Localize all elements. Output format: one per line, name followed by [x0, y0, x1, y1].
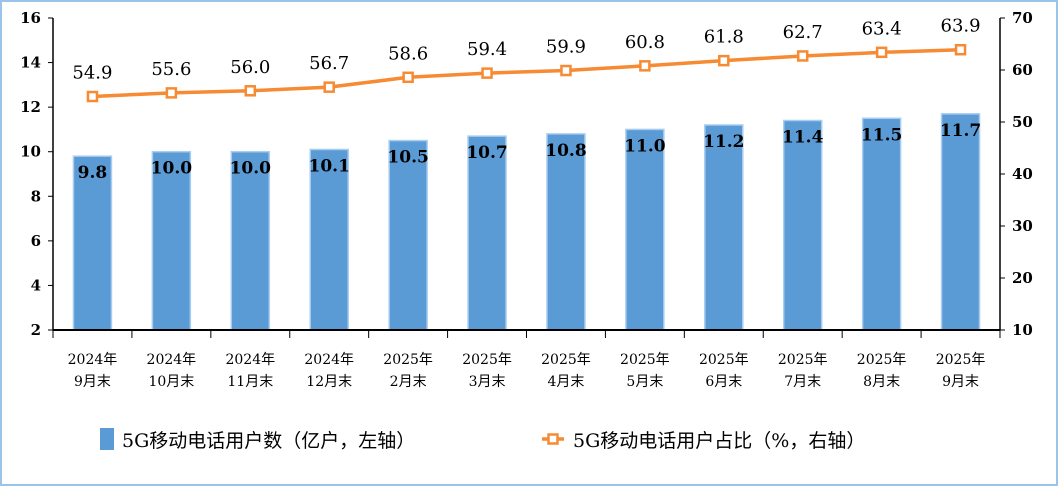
- bar: [782, 119, 823, 331]
- right-tick-label: 20: [1012, 269, 1033, 287]
- bar-data-label: 11.7: [940, 121, 981, 141]
- line-data-label: 62.7: [783, 22, 823, 43]
- line-data-label: 56.7: [309, 53, 349, 74]
- left-tick-label: 16: [20, 9, 41, 27]
- legend-bar-label: 5G移动电话用户数（亿户，左轴）: [122, 430, 415, 452]
- left-tick-label: 14: [20, 54, 41, 72]
- line-marker: [481, 67, 493, 79]
- line-data-label: 55.6: [151, 59, 191, 80]
- bar: [861, 117, 902, 331]
- x-tick-label: 2025年: [620, 352, 670, 368]
- x-tick-label: 6月末: [705, 374, 742, 390]
- line-data-label: 59.9: [546, 37, 586, 58]
- bar-data-label: 10.7: [466, 143, 507, 163]
- line-marker: [244, 85, 257, 97]
- bar: [388, 139, 428, 331]
- left-tick-label: 10: [20, 143, 41, 161]
- x-tick-label: 2025年: [383, 352, 433, 368]
- bar-data-label: 11.0: [624, 136, 666, 156]
- x-tick-label: 2025年: [541, 352, 591, 368]
- x-tick-label: 4月末: [547, 374, 584, 390]
- x-tick-label: 2024年: [147, 352, 197, 368]
- bar-data-label: 11.2: [703, 132, 744, 152]
- legend-line-marker: [547, 433, 559, 445]
- bar: [151, 150, 192, 331]
- bar: [940, 113, 981, 331]
- line-marker: [86, 90, 99, 103]
- line-marker: [323, 81, 335, 93]
- bar: [72, 155, 113, 331]
- right-tick-label: 60: [1012, 61, 1033, 79]
- right-tick-label: 70: [1012, 9, 1033, 27]
- x-tick-label: 2月末: [390, 374, 427, 390]
- right-tick-label: 30: [1012, 217, 1033, 235]
- left-tick-label: 4: [31, 276, 41, 294]
- line-data-label: 54.9: [72, 63, 112, 84]
- right-tick-label: 50: [1012, 113, 1033, 131]
- x-tick-label: 2025年: [462, 352, 512, 368]
- line-marker: [165, 87, 178, 99]
- bar-data-label: 10.8: [545, 141, 586, 161]
- bar: [625, 128, 665, 331]
- line-marker: [875, 46, 888, 59]
- x-tick-label: 2025年: [857, 352, 907, 368]
- bar-data-label: 11.5: [861, 125, 902, 145]
- line-data-label: 61.8: [704, 27, 744, 48]
- left-tick-label: 2: [31, 321, 41, 339]
- left-tick-label: 6: [31, 232, 41, 250]
- line-marker: [402, 71, 414, 84]
- line-marker: [718, 54, 730, 67]
- bar-data-label: 11.4: [782, 128, 824, 148]
- x-tick-label: 10月末: [148, 374, 194, 390]
- x-tick-label: 8月末: [863, 374, 900, 390]
- line-data-label: 56.0: [230, 57, 270, 78]
- bar: [704, 124, 744, 331]
- right-tick-label: 40: [1012, 165, 1033, 183]
- x-tick-label: 9月末: [942, 374, 979, 390]
- bar-data-label: 10.5: [387, 148, 428, 168]
- x-tick-label: 2025年: [936, 352, 986, 368]
- x-tick-label: 2024年: [225, 352, 275, 368]
- line-series: [92, 47, 961, 99]
- bar-data-label: 10.0: [151, 159, 193, 179]
- left-tick-label: 12: [20, 98, 41, 116]
- legend-bar-swatch: [100, 428, 114, 450]
- x-tick-label: 2024年: [68, 352, 118, 368]
- bar-data-label: 10.1: [309, 156, 350, 176]
- x-tick-label: 5月末: [626, 374, 663, 390]
- bar-data-label: 10.0: [230, 159, 272, 179]
- line-data-label: 63.9: [941, 16, 981, 37]
- line-data-label: 58.6: [388, 43, 428, 64]
- right-tick-label: 10: [1012, 321, 1033, 339]
- x-tick-label: 2024年: [304, 352, 354, 368]
- bar: [230, 150, 271, 331]
- line-data-label: 63.4: [862, 18, 902, 39]
- line-data-label: 59.4: [467, 39, 507, 60]
- x-tick-label: 2025年: [778, 352, 828, 368]
- x-tick-label: 2025年: [699, 352, 749, 368]
- line-marker: [954, 43, 967, 56]
- bar: [546, 133, 586, 331]
- bar: [467, 135, 507, 331]
- legend-line-label: 5G移动电话用户占比（%，右轴）: [573, 430, 865, 452]
- x-tick-label: 7月末: [784, 374, 821, 390]
- x-tick-label: 11月末: [227, 374, 273, 390]
- line-marker: [560, 64, 572, 77]
- line-marker: [796, 50, 809, 62]
- line-data-label: 60.8: [625, 32, 665, 53]
- bar: [309, 148, 349, 331]
- left-tick-label: 8: [31, 187, 41, 205]
- x-tick-label: 3月末: [469, 374, 506, 390]
- x-tick-label: 12月末: [306, 374, 352, 390]
- line-marker: [639, 60, 651, 72]
- x-tick-label: 9月末: [74, 374, 111, 390]
- bar-data-label: 9.8: [78, 163, 108, 183]
